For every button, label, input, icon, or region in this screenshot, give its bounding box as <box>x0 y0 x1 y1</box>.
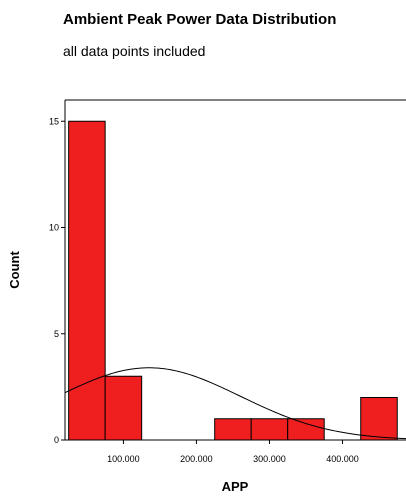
normal-curve <box>64 367 406 440</box>
y-tick-label: 0 <box>54 435 59 445</box>
x-axis-label: APP <box>222 479 249 494</box>
y-axis-label: Count <box>7 251 22 289</box>
x-tick-label: 200.000 <box>180 454 213 464</box>
x-tick-label: 300.000 <box>253 454 286 464</box>
y-tick-label: 15 <box>49 116 59 126</box>
bar-group <box>68 120 398 441</box>
histogram-bar-1 <box>68 120 106 441</box>
x-tick-label: 400.000 <box>326 454 359 464</box>
x-tick-group: 100.000 200.000 300.000 400.000 <box>107 440 359 464</box>
x-tick-label: 100.000 <box>107 454 140 464</box>
y-tick-label: 5 <box>54 329 59 339</box>
histogram-bar-4 <box>250 418 289 441</box>
histogram-bar-2 <box>104 375 143 441</box>
y-tick-label: 10 <box>49 223 59 233</box>
histogram-bar-3 <box>214 418 252 441</box>
chart-title: Ambient Peak Power Data Distribution <box>63 11 336 28</box>
histogram-bar-6 <box>360 397 398 441</box>
y-tick-group: 0 5 10 15 <box>49 116 65 445</box>
histogram-bar-5 <box>287 418 325 441</box>
chart-subtitle: all data points included <box>63 43 205 59</box>
